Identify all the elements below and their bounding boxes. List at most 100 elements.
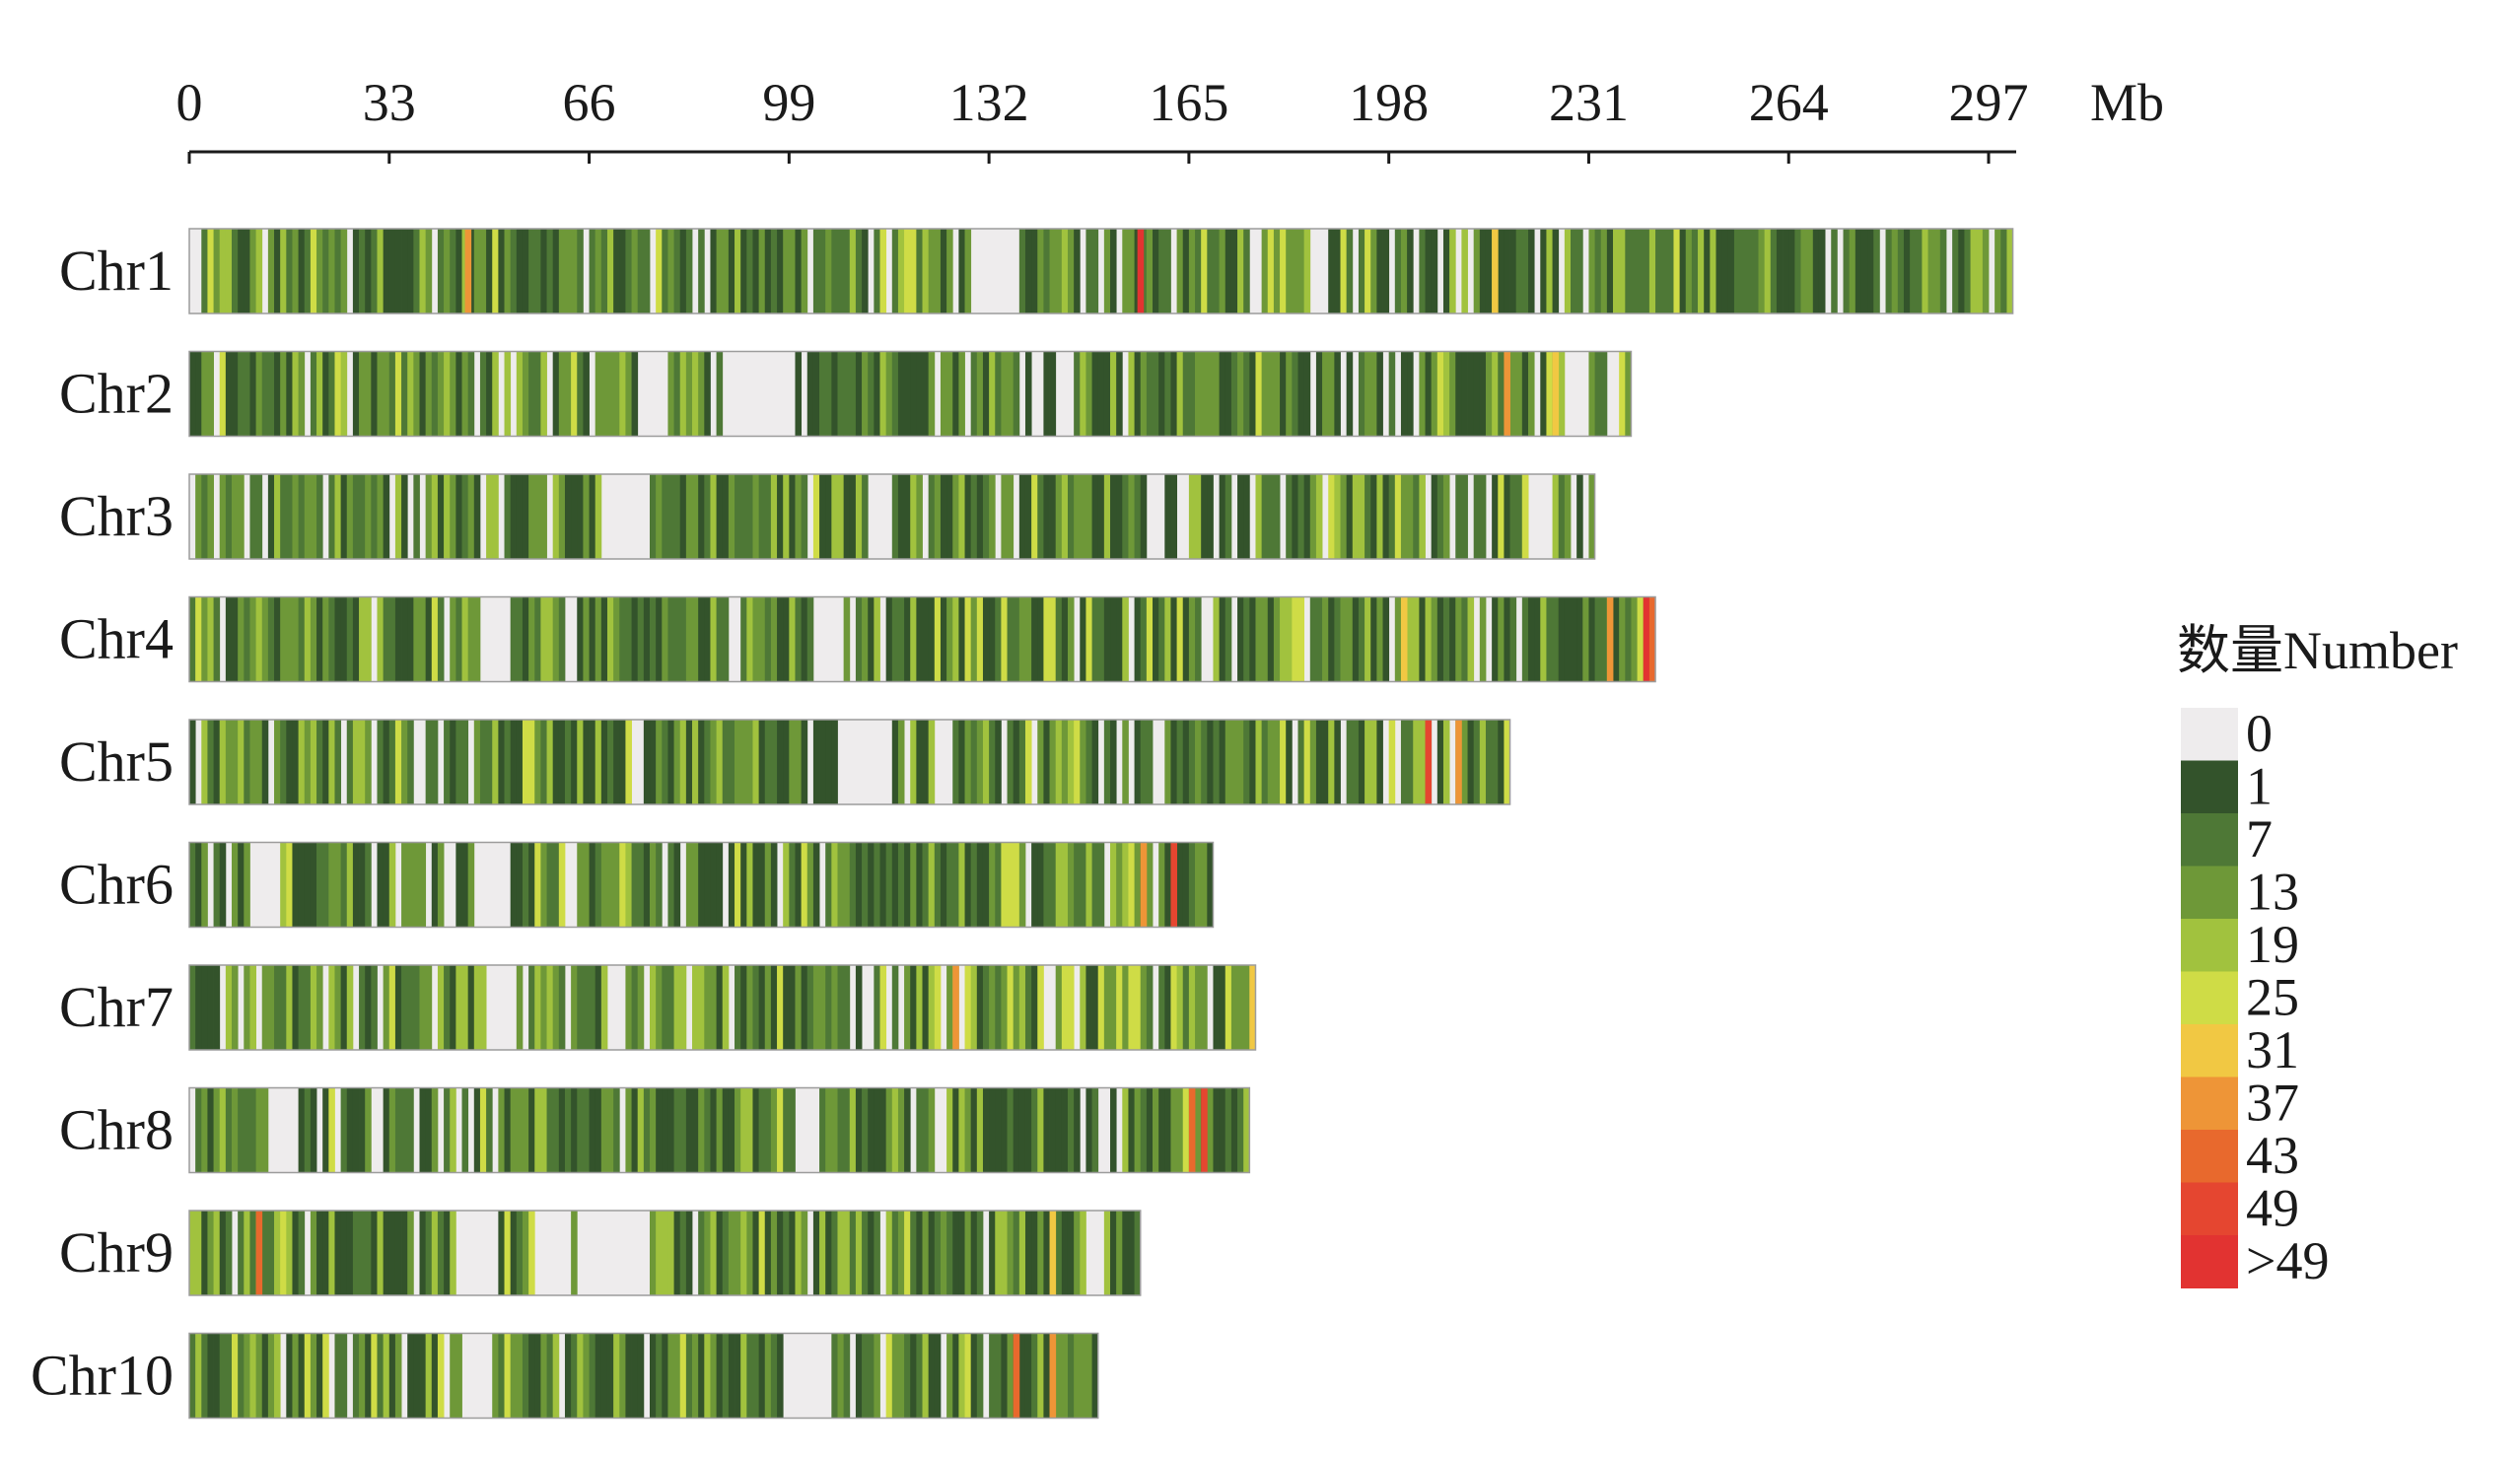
density-bin bbox=[928, 1211, 936, 1295]
density-bin bbox=[1188, 596, 1196, 682]
density-bin bbox=[455, 351, 462, 437]
density-bin bbox=[1031, 229, 1038, 313]
density-bin bbox=[1400, 351, 1408, 437]
density-bin bbox=[1097, 474, 1105, 559]
density-bin bbox=[812, 229, 820, 313]
density-bin bbox=[267, 351, 275, 437]
density-bin bbox=[976, 1211, 984, 1295]
chromosome-bar-outline bbox=[188, 1332, 1099, 1420]
density-bin bbox=[1286, 474, 1293, 559]
density-bin bbox=[764, 965, 772, 1050]
density-bin bbox=[595, 596, 602, 682]
density-bin bbox=[1140, 720, 1148, 804]
density-bin bbox=[274, 1333, 281, 1419]
density-bin bbox=[619, 351, 626, 437]
density-bin bbox=[946, 229, 953, 313]
density-bin bbox=[552, 720, 560, 804]
density-bin bbox=[225, 596, 233, 682]
density-bin bbox=[831, 842, 838, 928]
density-bin bbox=[1176, 229, 1184, 313]
density-bin bbox=[862, 1211, 869, 1295]
density-bin bbox=[964, 842, 972, 928]
density-bin bbox=[225, 1211, 233, 1295]
density-bin bbox=[600, 720, 608, 804]
density-bin bbox=[1376, 474, 1383, 559]
density-bin bbox=[1158, 351, 1165, 437]
density-bin bbox=[874, 351, 880, 437]
density-bin bbox=[1018, 720, 1026, 804]
density-bin bbox=[238, 1211, 245, 1295]
density-bin bbox=[862, 842, 869, 928]
density-bin bbox=[261, 1333, 269, 1419]
density-bin bbox=[1358, 720, 1365, 804]
density-bin bbox=[498, 1211, 505, 1295]
density-bin bbox=[891, 1087, 899, 1173]
density-bin bbox=[1067, 474, 1075, 559]
density-bin bbox=[1322, 720, 1329, 804]
density-bin bbox=[770, 1087, 778, 1173]
density-bin bbox=[662, 229, 668, 313]
density-bin bbox=[232, 229, 239, 313]
density-bin bbox=[1225, 351, 1232, 437]
density-bin bbox=[473, 229, 481, 313]
density-bin bbox=[989, 474, 996, 559]
density-bin bbox=[546, 229, 554, 313]
density-bin bbox=[1800, 229, 1808, 313]
density-bin bbox=[976, 842, 984, 928]
density-bin bbox=[643, 842, 651, 928]
density-bin bbox=[764, 1333, 772, 1419]
density-bin bbox=[1061, 1211, 1069, 1295]
density-bin bbox=[1182, 965, 1190, 1050]
density-bin bbox=[1074, 1333, 1081, 1419]
density-bin bbox=[201, 596, 208, 682]
density-bin bbox=[650, 720, 657, 804]
density-bin bbox=[625, 1087, 632, 1173]
density-bin bbox=[1146, 596, 1154, 682]
density-bin bbox=[1049, 1087, 1057, 1173]
density-bin bbox=[1891, 229, 1899, 313]
density-bin bbox=[643, 720, 651, 804]
density-bin bbox=[534, 229, 541, 313]
density-bin bbox=[1067, 842, 1075, 928]
density-bin bbox=[1309, 720, 1317, 804]
density-bin bbox=[1297, 596, 1305, 682]
density-bin bbox=[710, 1211, 717, 1295]
density-bin bbox=[267, 1211, 275, 1295]
legend-swatch bbox=[2181, 919, 2238, 972]
density-bin bbox=[1188, 229, 1196, 313]
density-bin bbox=[1334, 229, 1341, 313]
density-bin bbox=[577, 1333, 584, 1419]
density-bin bbox=[528, 474, 535, 559]
density-bin bbox=[777, 1087, 784, 1173]
density-bin bbox=[885, 596, 893, 682]
density-bin bbox=[528, 229, 535, 313]
density-bin bbox=[1201, 842, 1208, 928]
density-bin bbox=[879, 351, 887, 437]
density-bin bbox=[492, 1333, 499, 1419]
density-bin bbox=[340, 842, 348, 928]
density-bin bbox=[1407, 720, 1414, 804]
density-bin bbox=[722, 965, 730, 1050]
density-bin bbox=[1370, 720, 1377, 804]
density-bin bbox=[1176, 1087, 1184, 1173]
density-bin bbox=[1170, 351, 1177, 437]
density-bin bbox=[189, 351, 196, 437]
density-bin bbox=[1037, 965, 1044, 1050]
density-bin bbox=[1153, 351, 1159, 437]
density-bin bbox=[958, 1333, 965, 1419]
density-bin bbox=[238, 596, 245, 682]
density-bin bbox=[1049, 720, 1057, 804]
density-bin bbox=[982, 596, 990, 682]
density-bin bbox=[1018, 1087, 1026, 1173]
density-bin bbox=[1346, 720, 1354, 804]
density-bin bbox=[595, 720, 602, 804]
density-bin bbox=[394, 1333, 402, 1419]
density-bin bbox=[970, 351, 978, 437]
density-bin bbox=[298, 1087, 306, 1173]
density-bin bbox=[371, 229, 378, 313]
density-bin bbox=[667, 842, 674, 928]
density-bin bbox=[1473, 474, 1481, 559]
density-bin bbox=[346, 965, 354, 1050]
density-bin bbox=[692, 842, 699, 928]
density-bin bbox=[1370, 474, 1377, 559]
